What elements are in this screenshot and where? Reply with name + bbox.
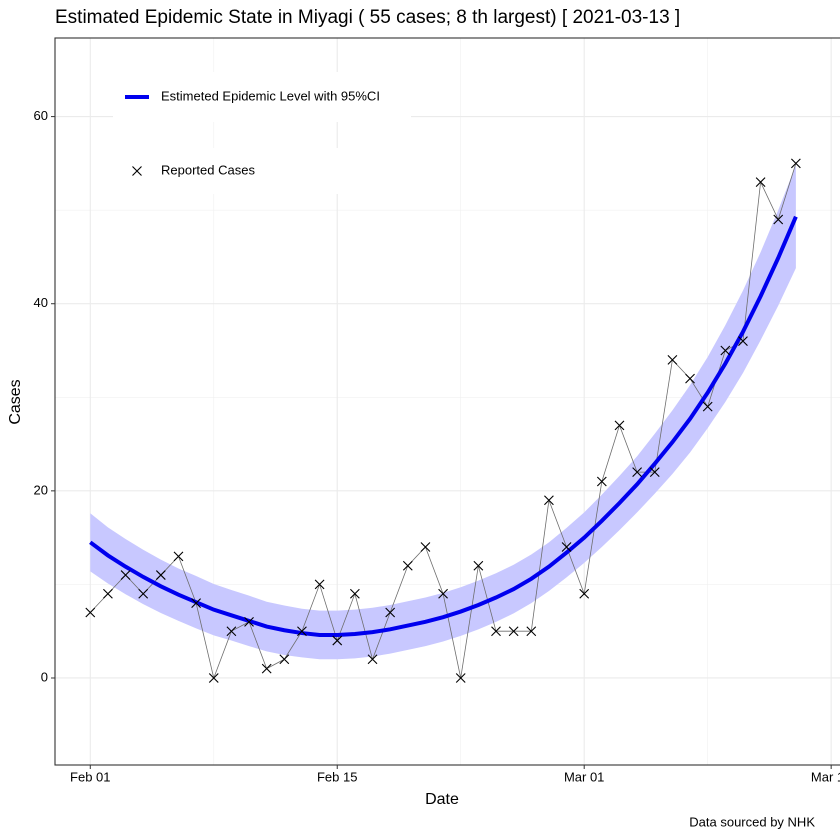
reported-point (402, 560, 413, 571)
reported-point (385, 607, 396, 618)
y-tick-label: 0 (41, 669, 48, 684)
reported-point (173, 551, 184, 562)
reported-point (773, 214, 784, 225)
reported-point (702, 401, 713, 412)
reported-point (367, 654, 378, 665)
plot-area (55, 38, 840, 765)
estimate-line (89, 215, 798, 637)
legend-bg (113, 148, 411, 194)
x-tick-label: Feb 01 (70, 769, 110, 784)
reported-point (526, 626, 537, 637)
reported-point (473, 560, 484, 571)
reported-point (596, 476, 607, 487)
reported-point (349, 588, 360, 599)
reported-point (244, 616, 254, 627)
reported-point (85, 607, 96, 618)
reported-point (226, 626, 237, 637)
reported-point (579, 588, 590, 599)
legend-label: Reported Cases (161, 162, 255, 177)
y-tick-label: 40 (34, 295, 48, 310)
reported-point (738, 336, 748, 347)
legend-key (132, 166, 142, 176)
reported-point (138, 588, 149, 599)
reported-point (438, 588, 448, 599)
x-tick-label: Feb 15 (317, 769, 357, 784)
reported-point (544, 495, 554, 506)
reported-point (755, 177, 766, 187)
y-axis-label: Cases (7, 379, 24, 424)
reported-point (103, 588, 113, 599)
reported-point (208, 673, 219, 683)
x-tick-label: Mar 01 (564, 769, 604, 784)
reported-point (261, 663, 272, 674)
chart-title: Estimated Epidemic State in Miyagi ( 55 … (55, 7, 680, 28)
reported-point (455, 673, 466, 683)
reported-point (649, 467, 660, 478)
reported-point (667, 354, 678, 365)
reported-point (191, 598, 202, 609)
caption: Data sourced by NHK (689, 814, 815, 829)
reported-point (508, 626, 519, 637)
reported-point (632, 467, 643, 478)
reported-point (314, 579, 325, 590)
reported-point (491, 626, 501, 637)
y-tick-label: 20 (34, 482, 48, 497)
reported-point (614, 420, 625, 431)
reported-point (685, 373, 695, 384)
reported-point (790, 158, 801, 169)
x-tick-label: Mar 15 (811, 769, 840, 784)
panel-border (54, 37, 840, 766)
reported-point (561, 542, 572, 552)
legend-bg (113, 72, 411, 122)
reported-point (297, 626, 307, 637)
reported-point (720, 345, 731, 356)
reported-point (155, 570, 166, 580)
legend-label: Estimeted Epidemic Level with 95%CI (161, 88, 380, 103)
reported-point (332, 635, 343, 646)
reported-point (279, 654, 290, 665)
reported-point (420, 542, 431, 552)
x-axis-label: Date (425, 791, 459, 808)
ci-band (90, 165, 796, 660)
reported-point (120, 570, 131, 580)
y-tick-label: 60 (34, 108, 48, 123)
